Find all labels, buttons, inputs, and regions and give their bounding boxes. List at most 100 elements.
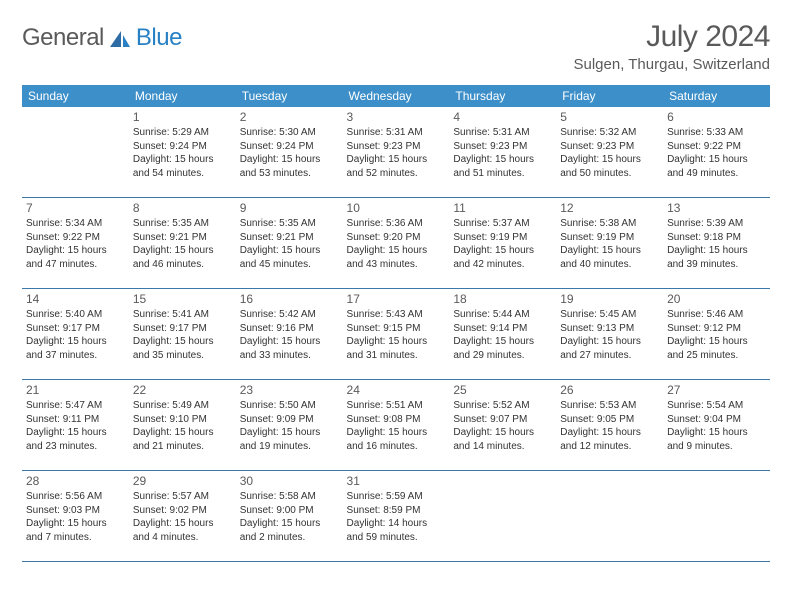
daylight-text: Daylight: 15 hours [667,244,766,258]
daylight-text: Daylight: 15 hours [347,244,446,258]
daylight-text: Daylight: 15 hours [667,153,766,167]
sunset-text: Sunset: 9:23 PM [560,140,659,154]
daylight-text: Daylight: 15 hours [347,335,446,349]
sunrise-text: Sunrise: 5:37 AM [453,217,552,231]
calendar-row: 21Sunrise: 5:47 AMSunset: 9:11 PMDayligh… [22,380,770,471]
calendar-cell: 5Sunrise: 5:32 AMSunset: 9:23 PMDaylight… [556,107,663,198]
day-number: 25 [453,382,552,398]
sunset-text: Sunset: 9:22 PM [26,231,125,245]
sunset-text: Sunset: 9:21 PM [240,231,339,245]
sunrise-text: Sunrise: 5:30 AM [240,126,339,140]
sunrise-text: Sunrise: 5:32 AM [560,126,659,140]
daylight-text: and 50 minutes. [560,167,659,181]
daylight-text: and 43 minutes. [347,258,446,272]
sunrise-text: Sunrise: 5:49 AM [133,399,232,413]
daylight-text: and 53 minutes. [240,167,339,181]
day-number: 5 [560,109,659,125]
daylight-text: Daylight: 15 hours [133,244,232,258]
calendar-row: 1Sunrise: 5:29 AMSunset: 9:24 PMDaylight… [22,107,770,198]
sunrise-text: Sunrise: 5:46 AM [667,308,766,322]
day-number: 19 [560,291,659,307]
daylight-text: and 12 minutes. [560,440,659,454]
day-number: 24 [347,382,446,398]
calendar-cell: 11Sunrise: 5:37 AMSunset: 9:19 PMDayligh… [449,198,556,289]
sunrise-text: Sunrise: 5:31 AM [453,126,552,140]
day-number: 30 [240,473,339,489]
day-number: 18 [453,291,552,307]
sunrise-text: Sunrise: 5:43 AM [347,308,446,322]
day-number: 12 [560,200,659,216]
month-title: July 2024 [573,20,770,54]
daylight-text: Daylight: 15 hours [26,335,125,349]
day-number: 29 [133,473,232,489]
day-number: 13 [667,200,766,216]
sunset-text: Sunset: 9:23 PM [453,140,552,154]
calendar-cell: 30Sunrise: 5:58 AMSunset: 9:00 PMDayligh… [236,471,343,562]
calendar-cell: 16Sunrise: 5:42 AMSunset: 9:16 PMDayligh… [236,289,343,380]
daylight-text: Daylight: 15 hours [26,426,125,440]
sunset-text: Sunset: 9:20 PM [347,231,446,245]
daylight-text: Daylight: 15 hours [667,426,766,440]
daylight-text: Daylight: 15 hours [453,244,552,258]
daylight-text: and 23 minutes. [26,440,125,454]
sunset-text: Sunset: 9:09 PM [240,413,339,427]
sunrise-text: Sunrise: 5:31 AM [347,126,446,140]
sunrise-text: Sunrise: 5:52 AM [453,399,552,413]
daylight-text: Daylight: 15 hours [667,335,766,349]
calendar-cell: 9Sunrise: 5:35 AMSunset: 9:21 PMDaylight… [236,198,343,289]
sunrise-text: Sunrise: 5:33 AM [667,126,766,140]
daylight-text: Daylight: 15 hours [26,517,125,531]
sunrise-text: Sunrise: 5:29 AM [133,126,232,140]
day-number: 16 [240,291,339,307]
calendar-cell: 20Sunrise: 5:46 AMSunset: 9:12 PMDayligh… [663,289,770,380]
sunset-text: Sunset: 9:08 PM [347,413,446,427]
calendar-cell: 22Sunrise: 5:49 AMSunset: 9:10 PMDayligh… [129,380,236,471]
title-block: July 2024 Sulgen, Thurgau, Switzerland [573,20,770,73]
calendar-cell: 26Sunrise: 5:53 AMSunset: 9:05 PMDayligh… [556,380,663,471]
daylight-text: and 59 minutes. [347,531,446,545]
day-number: 27 [667,382,766,398]
day-number: 20 [667,291,766,307]
sunset-text: Sunset: 9:07 PM [453,413,552,427]
daylight-text: and 16 minutes. [347,440,446,454]
daylight-text: Daylight: 15 hours [347,153,446,167]
day-number: 15 [133,291,232,307]
sunset-text: Sunset: 9:24 PM [133,140,232,154]
calendar-cell: 2Sunrise: 5:30 AMSunset: 9:24 PMDaylight… [236,107,343,198]
sunrise-text: Sunrise: 5:34 AM [26,217,125,231]
daylight-text: and 51 minutes. [453,167,552,181]
sunset-text: Sunset: 9:15 PM [347,322,446,336]
sunrise-text: Sunrise: 5:40 AM [26,308,125,322]
day-number: 26 [560,382,659,398]
sunset-text: Sunset: 8:59 PM [347,504,446,518]
sunset-text: Sunset: 9:18 PM [667,231,766,245]
daylight-text: and 9 minutes. [667,440,766,454]
calendar-cell: 24Sunrise: 5:51 AMSunset: 9:08 PMDayligh… [343,380,450,471]
daylight-text: and 29 minutes. [453,349,552,363]
daylight-text: and 19 minutes. [240,440,339,454]
day-number: 23 [240,382,339,398]
sunrise-text: Sunrise: 5:41 AM [133,308,232,322]
sunrise-text: Sunrise: 5:51 AM [347,399,446,413]
daylight-text: and 33 minutes. [240,349,339,363]
sunset-text: Sunset: 9:00 PM [240,504,339,518]
calendar-cell [22,107,129,198]
daylight-text: and 49 minutes. [667,167,766,181]
daylight-text: Daylight: 15 hours [133,153,232,167]
daylight-text: Daylight: 15 hours [560,244,659,258]
sunset-text: Sunset: 9:03 PM [26,504,125,518]
day-number: 2 [240,109,339,125]
sunrise-text: Sunrise: 5:39 AM [667,217,766,231]
sunrise-text: Sunrise: 5:45 AM [560,308,659,322]
daylight-text: and 47 minutes. [26,258,125,272]
brand-word-1: General [22,24,104,52]
day-number: 22 [133,382,232,398]
daylight-text: and 4 minutes. [133,531,232,545]
calendar-cell [449,471,556,562]
sunrise-text: Sunrise: 5:57 AM [133,490,232,504]
sunset-text: Sunset: 9:22 PM [667,140,766,154]
sunset-text: Sunset: 9:14 PM [453,322,552,336]
daylight-text: Daylight: 15 hours [240,244,339,258]
day-number: 6 [667,109,766,125]
daylight-text: and 2 minutes. [240,531,339,545]
